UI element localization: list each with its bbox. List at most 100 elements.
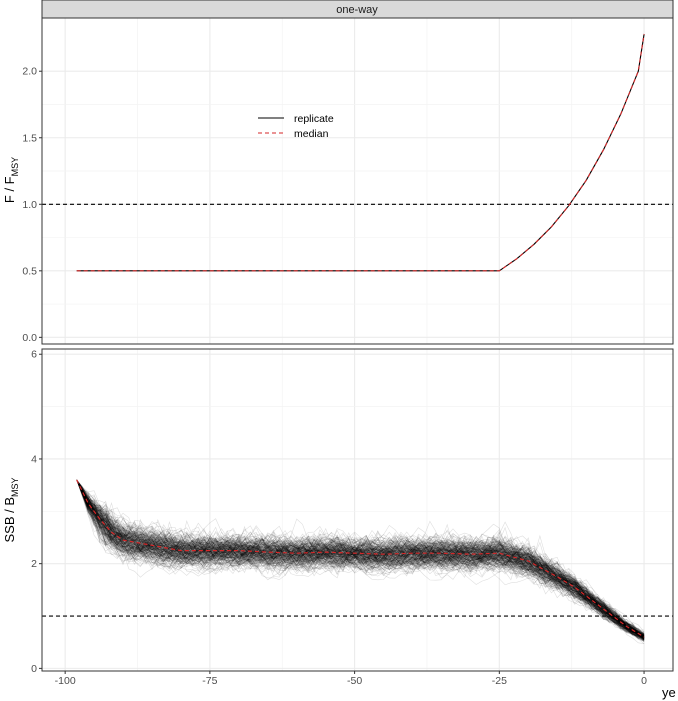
bottom-replicate-line [76,479,645,637]
bottom-replicate-line [76,479,645,638]
top-y-title-sub: MSY [10,157,20,177]
bottom-replicate-line [76,479,645,637]
bottom-replicate-line [76,479,645,637]
bottom-replicate-line [76,479,645,639]
bottom-replicate-line [76,479,645,641]
bottom-replicate-line [76,479,645,636]
bottom-replicate-line [76,479,645,638]
bottom-replicate-line [76,479,645,635]
bottom-replicate-line [76,479,645,642]
bottom-replicate-line [76,479,645,635]
bottom-replicate-line [76,479,645,645]
bottom-replicate-line [76,479,645,640]
bottom-replicate-line [76,479,645,639]
bottom-replicate-line [76,479,645,635]
bottom-replicate-line [76,479,645,633]
bottom-replicate-line [76,479,645,636]
bottom-replicate-line [76,479,645,637]
bottom-replicate-line [76,479,645,638]
bottom-replicate-line [76,479,645,638]
bottom-replicate-line [76,479,645,638]
bottom-replicate-line [76,479,645,641]
bottom-replicate-line [76,479,645,638]
legend-label-replicate: replicate [294,113,334,125]
bottom-replicate-line [76,479,645,639]
bottom-replicate-line [76,479,645,636]
bottom-replicate-line [76,479,645,640]
top-median-line [76,33,645,272]
bottom-replicate-line [76,479,645,639]
bottom-plot-background [42,349,673,671]
bottom-replicate-line [76,479,645,638]
bottom-replicate-line [76,479,645,637]
bottom-replicate-line [76,479,645,639]
bottom-replicate-line [76,479,645,635]
bottom-replicate-line [76,479,645,634]
top-plot-border [41,17,674,345]
bottom-replicate-line [76,479,645,638]
bottom-replicate-line [76,479,645,637]
bottom-replicate-line [76,479,645,635]
bottom-replicate-line [76,479,645,640]
bottom-replicate-line [76,479,645,638]
bottom-replicate-line [76,479,645,641]
bottom-replicate-line [76,479,645,639]
bottom-series-group [76,479,645,638]
bottom-replicate-line [76,479,645,636]
bottom-replicate-line [76,479,645,634]
x-tick-label: 0 [641,675,647,687]
bottom-replicate-line [76,479,645,639]
bottom-y-tick-label: 2 [31,558,37,570]
bottom-replicate-line [76,479,645,637]
bottom-replicate-line [76,479,645,639]
bottom-replicate-line [76,479,645,637]
bottom-replicate-line [76,479,645,641]
bottom-replicate-line [76,479,645,641]
bottom-replicate-line [76,479,645,638]
bottom-replicate-line [76,479,645,637]
bottom-replicate-line [76,479,645,639]
bottom-replicate-line [76,479,645,638]
bottom-replicate-line [76,479,645,636]
bottom-replicate-line [76,479,645,638]
bottom-replicate-line [76,479,645,639]
bottom-replicate-line [76,479,645,639]
bottom-replicate-line [76,479,645,639]
bottom-replicate-line [76,479,645,638]
bottom-replicate-line [76,479,645,638]
top-y-axis-title: F / FMSY [2,157,20,203]
bottom-replicate-line [76,479,645,638]
bottom-replicate-line [76,479,645,638]
x-tick-label: -75 [202,675,217,687]
bottom-replicate-line [76,479,645,637]
bottom-replicate-line [76,479,645,641]
bottom-replicate-line [76,479,645,637]
bottom-replicate-line [76,479,645,639]
bottom-replicate-line [76,479,645,641]
bottom-replicate-line [76,479,645,641]
bottom-replicate-line [76,479,645,635]
bottom-replicate-line [76,479,645,640]
bottom-plot-border [41,348,674,672]
bottom-replicate-line [76,479,645,633]
bottom-replicate-line [76,479,645,637]
bottom-replicate-line [76,479,645,638]
bottom-replicate-line [76,479,645,637]
bottom-replicate-line [76,479,645,636]
bottom-replicate-line [76,479,645,638]
bottom-replicate-line [76,479,645,637]
bottom-replicate-line [76,479,645,633]
bottom-replicate-line [76,479,645,639]
bottom-replicate-line [76,479,645,641]
bottom-replicate-line [76,479,645,639]
bottom-replicate-line [76,479,645,636]
bottom-replicate-line [76,479,645,635]
bottom-replicate-line [76,479,645,640]
bottom-replicate-line [76,479,645,639]
bottom-replicate-line [76,479,645,636]
bottom-y-tick-label: 0 [31,663,37,675]
bottom-replicate-line [76,479,645,635]
bottom-replicate-line [76,479,645,642]
bottom-y-tick-label: 6 [31,349,37,361]
